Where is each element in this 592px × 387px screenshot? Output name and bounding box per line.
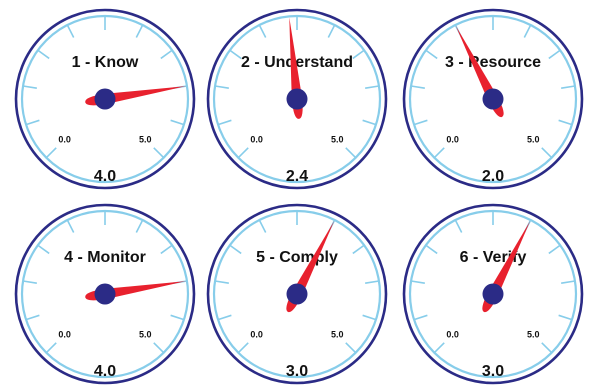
gauge-tick-mark [365, 85, 380, 89]
gauge-max-label: 5.0 [331, 329, 344, 339]
gauge-tick-mark [548, 244, 561, 255]
gauge-tick-mark [425, 244, 438, 255]
gauge-tick-mark [548, 49, 561, 60]
gauge-value-label: 3.0 [286, 363, 308, 380]
gauge-tick-mark [541, 342, 553, 354]
gauge-value-label: 4.0 [94, 363, 116, 380]
gauge-max-label: 5.0 [527, 329, 540, 339]
gauge-value-label: 2.0 [482, 168, 504, 185]
gauge-tick-mark [229, 49, 242, 60]
gauge-tick-mark [258, 24, 267, 38]
gauge-tick-mark [454, 219, 463, 233]
gauge-tick-mark [425, 49, 438, 60]
gauge-tick-mark [410, 280, 425, 284]
gauge-tick-mark [327, 24, 336, 38]
gauge-2: 2 - Understand 0.0 5.0 2.4 [206, 8, 388, 190]
gauge-tick-mark [153, 147, 165, 159]
gauge-tick-mark [22, 85, 37, 89]
gauge-min-label: 0.0 [58, 329, 71, 339]
gauge-tick-mark [153, 342, 165, 354]
gauge-tick-mark [558, 119, 573, 126]
gauge-hub [482, 283, 504, 305]
gauge-tick-mark [362, 119, 377, 126]
gauge-tick-mark [258, 219, 267, 233]
gauge-tick-mark [66, 219, 75, 233]
gauge-tick-mark [160, 49, 173, 60]
gauge-tick-mark [410, 85, 425, 89]
gauge-hub [94, 283, 116, 305]
gauge-max-label: 5.0 [331, 134, 344, 144]
gauge-5: 5 - Comply 0.0 5.0 3.0 [206, 203, 388, 385]
gauge-hub [286, 88, 308, 110]
gauge-tick-mark [229, 244, 242, 255]
gauge-1: 1 - Know 0.0 5.0 4.0 [14, 8, 196, 190]
gauge-min-label: 0.0 [446, 329, 459, 339]
gauge-tick-mark [561, 280, 576, 284]
gauge-value-label: 4.0 [94, 168, 116, 185]
gauge-value-label: 3.0 [482, 363, 504, 380]
gauge-min-label: 0.0 [58, 134, 71, 144]
gauge-max-label: 5.0 [527, 134, 540, 144]
gauge-hub [94, 88, 116, 110]
gauge-tick-mark [214, 85, 229, 89]
gauge-4: 4 - Monitor 0.0 5.0 4.0 [14, 203, 196, 385]
gauge-tick-mark [214, 280, 229, 284]
gauge-tick-mark [37, 244, 50, 255]
gauge-min-label: 0.0 [250, 134, 263, 144]
gauge-tick-mark [352, 49, 365, 60]
gauge-title: 3 - Resource [445, 54, 541, 71]
gauge-hub [482, 88, 504, 110]
gauge-tick-mark [541, 147, 553, 159]
gauge-tick-mark [558, 314, 573, 321]
gauge-tick-mark [37, 49, 50, 60]
gauge-tick-mark [170, 119, 185, 126]
gauge-tick-mark [413, 119, 428, 126]
gauge-tick-mark [237, 342, 249, 354]
gauge-tick-mark [433, 147, 445, 159]
gauge-tick-mark [135, 24, 144, 38]
gauge-title: 5 - Comply [256, 249, 338, 266]
gauge-tick-mark [217, 119, 232, 126]
gauge-tick-mark [160, 244, 173, 255]
gauge-tick-mark [45, 147, 57, 159]
gauge-tick-mark [345, 342, 357, 354]
gauge-min-label: 0.0 [250, 329, 263, 339]
gauge-tick-mark [217, 314, 232, 321]
gauge-tick-mark [362, 314, 377, 321]
gauge-title: 1 - Know [72, 54, 139, 71]
gauge-tick-mark [561, 85, 576, 89]
gauge-3: 3 - Resource 0.0 5.0 2.0 [402, 8, 584, 190]
gauge-tick-mark [352, 244, 365, 255]
gauge-title: 2 - Understand [241, 54, 353, 71]
gauge-tick-mark [45, 342, 57, 354]
gauge-tick-mark [135, 219, 144, 233]
gauge-tick-mark [170, 314, 185, 321]
gauge-tick-mark [25, 119, 40, 126]
gauge-value-label: 2.4 [286, 168, 308, 185]
gauge-min-label: 0.0 [446, 134, 459, 144]
gauge-tick-mark [66, 24, 75, 38]
gauge-tick-mark [237, 147, 249, 159]
gauge-tick-mark [413, 314, 428, 321]
gauge-tick-mark [433, 342, 445, 354]
gauge-tick-mark [22, 280, 37, 284]
gauge-max-label: 5.0 [139, 329, 152, 339]
gauge-tick-mark [365, 280, 380, 284]
gauge-tick-mark [25, 314, 40, 321]
gauge-tick-mark [523, 24, 532, 38]
gauge-hub [286, 283, 308, 305]
gauge-max-label: 5.0 [139, 134, 152, 144]
gauge-title: 4 - Monitor [64, 249, 146, 266]
gauge-tick-mark [345, 147, 357, 159]
